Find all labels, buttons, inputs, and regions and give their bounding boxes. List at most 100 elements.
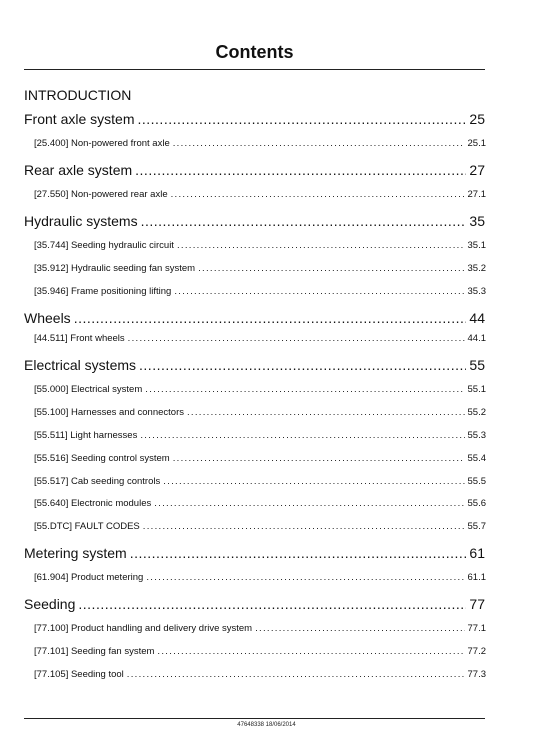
toc-section[interactable]: [35.912] Hydraulic seeding fan system 35.… <box>0 262 486 275</box>
toc-page-number: 77.2 <box>467 646 487 657</box>
toc-page-number: 25.1 <box>467 138 487 149</box>
dot-leader <box>127 668 465 681</box>
toc-entry-label: [77.105] Seeding tool <box>34 669 124 680</box>
toc-page-number: 55.3 <box>467 430 487 441</box>
toc-chapter[interactable]: Metering system 61 <box>0 544 485 562</box>
toc-section[interactable]: [27.550] Non-powered rear axle 27.1 <box>0 188 486 201</box>
toc-entry-label: [35.744] Seeding hydraulic circuit <box>34 240 174 251</box>
toc-entry-label: [77.100] Product handling and delivery d… <box>34 623 253 634</box>
dot-leader <box>128 332 465 345</box>
toc-section[interactable]: [55.640] Electronic modules 55.6 <box>0 497 486 510</box>
toc-section[interactable]: [55.517] Cab seeding controls 55.5 <box>0 475 486 488</box>
dot-leader <box>140 429 464 442</box>
toc-section[interactable]: [77.100] Product handling and delivery d… <box>0 622 486 635</box>
toc-page-number: 44.1 <box>467 333 487 344</box>
toc-entry-label: [55.DTC] FAULT CODES <box>34 521 140 532</box>
toc-entry-label: [35.912] Hydraulic seeding fan system <box>34 263 196 274</box>
page-title: Contents <box>215 42 294 62</box>
toc-entry-label: Electrical systems <box>24 357 137 373</box>
dot-leader <box>145 383 464 396</box>
toc-page-number: 44 <box>469 310 485 326</box>
toc-entry-label: [55.517] Cab seeding controls <box>34 476 161 487</box>
toc-section[interactable]: [44.511] Front wheels 44.1 <box>0 332 486 345</box>
toc-page-number: 35.2 <box>467 263 487 274</box>
toc-page-number: 25 <box>469 111 485 127</box>
toc-page-number: 35 <box>469 213 485 229</box>
toc-entry-label: [55.640] Electronic modules <box>34 498 152 509</box>
toc-chapter[interactable]: Rear axle system 27 <box>0 161 485 179</box>
toc-section[interactable]: [55.DTC] FAULT CODES 55.7 <box>0 520 486 533</box>
toc-entry-label: [61.904] Product metering <box>34 572 144 583</box>
toc-entry-label: [77.101] Seeding fan system <box>34 646 155 657</box>
toc-entry-label: Wheels <box>24 310 71 326</box>
toc-entry-label: [35.946] Frame positioning lifting <box>34 286 172 297</box>
toc-entry-label: [27.550] Non-powered rear axle <box>34 189 168 200</box>
toc-section[interactable]: [25.400] Non-powered front axle 25.1 <box>0 137 486 150</box>
dot-leader <box>171 188 465 201</box>
toc-section[interactable]: [35.946] Frame positioning lifting 35.3 <box>0 285 486 298</box>
introduction-heading[interactable]: INTRODUCTION <box>24 87 132 103</box>
toc-entry-label: [55.000] Electrical system <box>34 384 143 395</box>
toc-page-number: 27.1 <box>467 189 487 200</box>
toc-entry-label: [55.100] Harnesses and connectors <box>34 407 184 418</box>
dot-leader <box>174 285 464 298</box>
dot-leader <box>146 571 464 584</box>
toc-entry-label: Front axle system <box>24 111 135 127</box>
toc-page-number: 55.2 <box>467 407 487 418</box>
dot-leader <box>141 212 467 230</box>
toc-entry-label: Seeding <box>24 596 76 612</box>
dot-leader <box>173 452 465 465</box>
toc-chapter[interactable]: Seeding 77 <box>0 595 485 613</box>
toc-page-number: 61.1 <box>467 572 487 583</box>
dot-leader <box>130 544 467 562</box>
toc-page-number: 77.1 <box>467 623 487 634</box>
toc-page-number: 55.1 <box>467 384 487 395</box>
toc-section[interactable]: [61.904] Product metering 61.1 <box>0 571 486 584</box>
toc-page-number: 55.4 <box>467 453 487 464</box>
dot-leader <box>173 137 465 150</box>
dot-leader <box>74 309 467 327</box>
toc-entry-label: [25.400] Non-powered front axle <box>34 138 170 149</box>
footer-document-id: 47648338 18/06/2014 <box>237 722 296 728</box>
toc-page-number: 55 <box>469 357 485 373</box>
toc-section[interactable]: [77.101] Seeding fan system 77.2 <box>0 645 486 658</box>
toc-entry-label: Rear axle system <box>24 162 133 178</box>
toc-chapter[interactable]: Wheels 44 <box>0 309 485 327</box>
toc-page-number: 77.3 <box>467 669 487 680</box>
dot-leader <box>163 475 464 488</box>
toc-entry-label: Metering system <box>24 545 127 561</box>
toc-entry-label: [55.511] Light harnesses <box>34 430 138 441</box>
dot-leader <box>177 239 465 252</box>
dot-leader <box>157 645 464 658</box>
toc-page-number: 61 <box>469 545 485 561</box>
toc-chapter[interactable]: Hydraulic systems 35 <box>0 212 485 230</box>
title-divider <box>24 69 485 70</box>
dot-leader <box>198 262 464 275</box>
dot-leader <box>139 356 466 374</box>
toc-page-number: 35.1 <box>467 240 487 251</box>
toc-entry-label: Hydraulic systems <box>24 213 138 229</box>
toc-section[interactable]: [35.744] Seeding hydraulic circuit 35.1 <box>0 239 486 252</box>
toc-section[interactable]: [55.511] Light harnesses 55.3 <box>0 429 486 442</box>
toc-section[interactable]: [55.100] Harnesses and connectors 55.2 <box>0 406 486 419</box>
toc-page-number: 35.3 <box>467 286 487 297</box>
toc-chapter[interactable]: Electrical systems 55 <box>0 356 485 374</box>
toc-section[interactable]: [77.105] Seeding tool 77.3 <box>0 668 486 681</box>
toc-entry-label: [55.516] Seeding control system <box>34 453 170 464</box>
toc-section[interactable]: [55.000] Electrical system 55.1 <box>0 383 486 396</box>
dot-leader <box>143 520 465 533</box>
dot-leader <box>137 110 466 128</box>
toc-page-number: 27 <box>469 162 485 178</box>
toc-section[interactable]: [55.516] Seeding control system 55.4 <box>0 452 486 465</box>
toc-entry-label: [44.511] Front wheels <box>34 333 125 344</box>
toc-chapter[interactable]: Front axle system 25 <box>0 110 485 128</box>
toc-page-number: 55.7 <box>467 521 487 532</box>
dot-leader <box>255 622 464 635</box>
dot-leader <box>187 406 465 419</box>
dot-leader <box>78 595 466 613</box>
toc-page-number: 55.6 <box>467 498 487 509</box>
dot-leader <box>154 497 464 510</box>
toc-page-number: 55.5 <box>467 476 487 487</box>
footer-divider <box>24 718 485 719</box>
